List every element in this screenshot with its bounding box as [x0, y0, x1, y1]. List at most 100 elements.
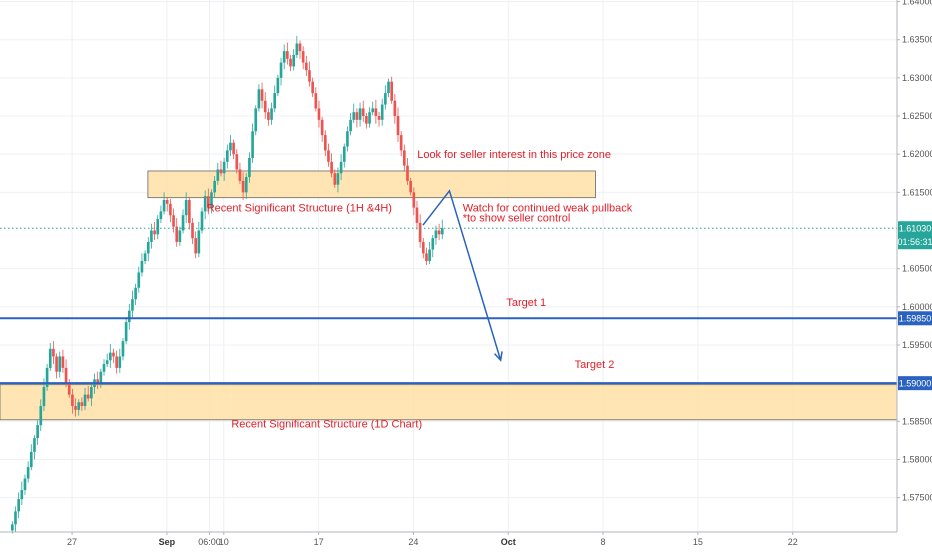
candle: [267, 108, 270, 126]
candle: [175, 218, 179, 247]
current-price-label: 1.61030: [899, 223, 932, 233]
annotation-target-1: Target 1: [506, 297, 546, 309]
candle: [431, 235, 435, 258]
candle: [99, 368, 103, 389]
candle-body: [323, 135, 327, 151]
candle: [23, 474, 27, 495]
candle: [270, 102, 273, 125]
y-tick-label: 1.64000: [902, 0, 932, 7]
candle: [55, 353, 58, 379]
candle-body: [396, 116, 400, 136]
y-tick-label: 1.59500: [902, 340, 932, 350]
candle-body: [428, 249, 431, 262]
candle: [254, 105, 258, 136]
candle: [10, 521, 14, 534]
candle-body: [175, 226, 179, 242]
candle: [48, 343, 52, 371]
candle-body: [118, 356, 122, 368]
candle-body: [248, 157, 251, 178]
candle-body: [352, 112, 356, 120]
y-tick-label: 1.63500: [902, 35, 932, 45]
candle: [358, 102, 362, 127]
candle-body: [311, 81, 314, 94]
candle-body: [178, 230, 182, 242]
candle-body: [295, 43, 299, 55]
candle: [210, 189, 213, 214]
candle: [418, 214, 422, 248]
x-tick-label: 06:00: [198, 537, 221, 547]
candle: [58, 351, 62, 378]
candle-body: [112, 352, 115, 357]
candle: [406, 157, 409, 185]
candle: [61, 349, 65, 373]
x-tick-label: 27: [67, 537, 77, 547]
candle: [124, 317, 128, 345]
candle: [251, 123, 254, 163]
candle: [317, 100, 321, 128]
candle-body: [71, 394, 74, 407]
annotation-structure-1h4h: Recent Significant Structure (1H &4H): [207, 202, 392, 214]
candle-body: [45, 367, 49, 387]
candle: [311, 77, 314, 98]
annotation-seller-zone-note: Look for seller interest in this price z…: [417, 149, 611, 161]
candle: [292, 49, 296, 71]
candle-body: [232, 142, 235, 155]
candle-body: [172, 215, 175, 227]
candle-body: [150, 230, 153, 242]
candle-body: [213, 180, 216, 193]
candle-body: [169, 203, 172, 216]
candle-body: [406, 165, 409, 181]
candle-body: [140, 261, 144, 273]
candle-body: [384, 93, 387, 105]
candle: [421, 237, 425, 259]
candle: [412, 187, 416, 216]
candle: [279, 57, 283, 86]
candle: [380, 98, 384, 126]
candle-body: [365, 116, 368, 124]
candle-body: [159, 211, 163, 220]
candle-body: [412, 192, 416, 208]
candle: [156, 215, 160, 240]
candle-body: [52, 348, 55, 357]
target-1-level-tag: [898, 311, 932, 326]
x-tick-label: Oct: [501, 537, 516, 547]
candle: [390, 76, 394, 104]
candle: [238, 162, 242, 184]
candle: [86, 386, 90, 402]
candle-body: [298, 43, 302, 52]
candle-body: [317, 108, 321, 120]
y-tick-label: 1.63000: [902, 73, 932, 83]
candle-body: [131, 299, 134, 311]
candle-body: [254, 108, 258, 132]
candle-body: [355, 112, 359, 120]
candle-body: [241, 180, 245, 193]
candle-body: [39, 406, 43, 426]
candle-body: [270, 108, 273, 120]
candle-body: [308, 70, 311, 82]
candle: [153, 221, 156, 241]
candle: [225, 144, 229, 169]
candle: [327, 143, 330, 167]
annotation-structure-1d: Recent Significant Structure (1D Chart): [231, 418, 422, 430]
candle: [14, 506, 17, 532]
candle-body: [74, 406, 77, 410]
candle-body: [267, 112, 270, 120]
candle-body: [244, 177, 248, 193]
y-tick-label: 1.60500: [902, 264, 932, 274]
candle: [74, 398, 77, 417]
candle: [377, 112, 381, 127]
candle-body: [409, 180, 412, 193]
target-2-level-tag: [898, 376, 932, 391]
y-tick-label: 1.58000: [902, 454, 932, 464]
candle: [216, 162, 220, 185]
candle: [320, 116, 324, 142]
x-tick-label: 8: [601, 537, 606, 547]
candle: [330, 153, 333, 178]
candle-body: [371, 108, 375, 113]
candle: [289, 54, 292, 72]
candle: [134, 283, 137, 306]
candle-body: [165, 199, 169, 204]
candle-body: [377, 116, 381, 120]
candle-body: [58, 356, 62, 372]
